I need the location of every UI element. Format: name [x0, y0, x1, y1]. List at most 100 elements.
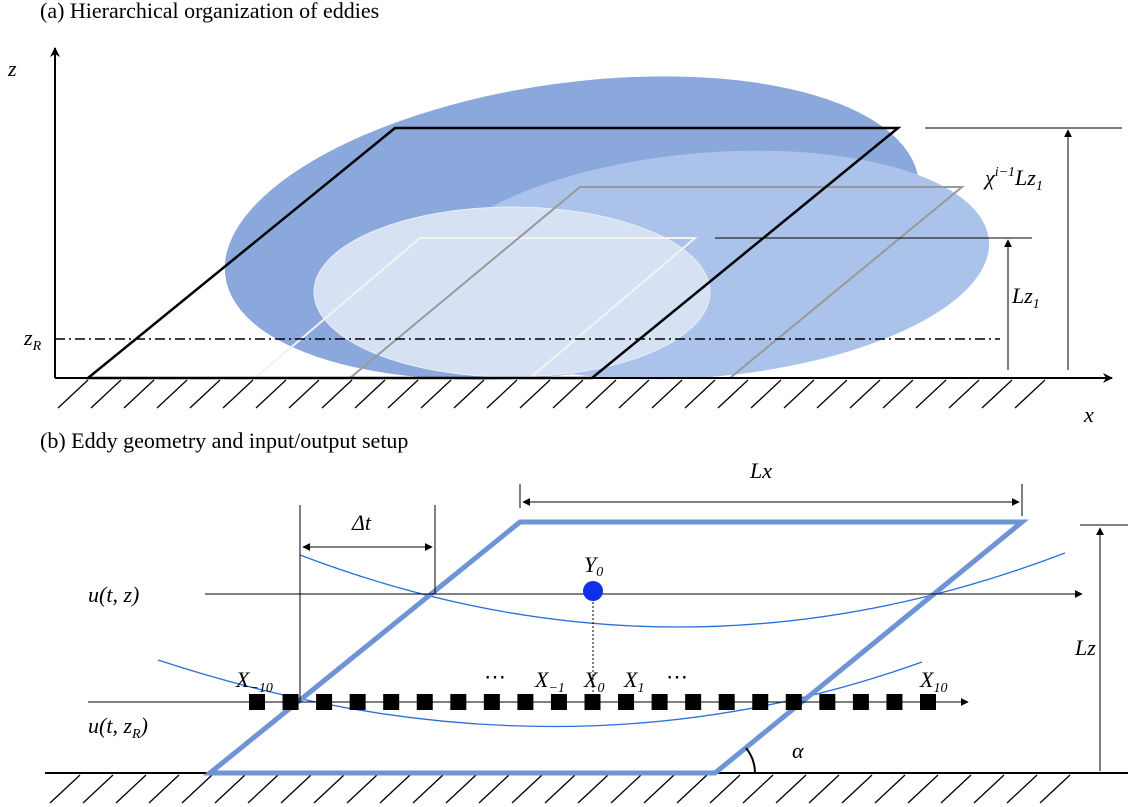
hatch [883, 380, 913, 408]
label: Δt [351, 510, 372, 535]
hatch [718, 380, 748, 408]
input-point [819, 694, 835, 710]
label: X1 [623, 667, 644, 696]
hatch [223, 380, 253, 408]
input-point [719, 694, 735, 710]
label: Lz [1074, 635, 1096, 660]
hatch [743, 775, 773, 803]
input-point [283, 694, 299, 710]
ground-hatch [50, 775, 1070, 803]
hatch [619, 380, 649, 408]
hatch [256, 380, 286, 408]
input-point [316, 694, 332, 710]
hatch [809, 775, 839, 803]
input-point [618, 694, 634, 710]
hatch [553, 380, 583, 408]
hatch [611, 775, 641, 803]
hatch [916, 380, 946, 408]
input-point [484, 694, 500, 710]
hatch [875, 775, 905, 803]
hatch [248, 775, 278, 803]
hatch [182, 775, 212, 803]
input-point [652, 694, 668, 710]
eddy-outline [210, 522, 1022, 773]
hatch [149, 775, 179, 803]
small-eddy [314, 207, 710, 377]
hatch [215, 775, 245, 803]
axis-label: z [7, 56, 17, 81]
hatch [190, 380, 220, 408]
hatch [380, 775, 410, 803]
hatch [91, 380, 121, 408]
input-point [685, 694, 701, 710]
label: Y0 [584, 552, 603, 580]
hatch [289, 380, 319, 408]
hatch [677, 775, 707, 803]
hatch [842, 775, 872, 803]
axis-label: x [1083, 402, 1094, 427]
hatch [982, 380, 1012, 408]
input-point [450, 694, 466, 710]
ground-hatch [58, 380, 1045, 408]
input-point [786, 694, 802, 710]
eddy-curve [300, 553, 1065, 627]
hatch [355, 380, 385, 408]
hatch [322, 380, 352, 408]
hatch [520, 380, 550, 408]
hatch [941, 775, 971, 803]
input-point [517, 694, 533, 710]
label: zR [23, 325, 42, 354]
label: Lx [749, 458, 772, 483]
label: X0 [583, 667, 604, 696]
input-point [350, 694, 366, 710]
hatch [1007, 775, 1037, 803]
label: X−10 [235, 667, 273, 696]
hatch [685, 380, 715, 408]
hatch [1040, 775, 1070, 803]
hatch [314, 775, 344, 803]
hatch [454, 380, 484, 408]
hatch [817, 380, 847, 408]
input-point [752, 694, 768, 710]
label: χi−1Lz1 [983, 165, 1043, 194]
hatch [949, 380, 979, 408]
hatch [124, 380, 154, 408]
hatch [1015, 380, 1045, 408]
output-point [583, 581, 603, 601]
hatch [83, 775, 113, 803]
input-point [886, 694, 902, 710]
hatch [421, 380, 451, 408]
input-points [249, 694, 936, 710]
hatch [586, 380, 616, 408]
hatch [446, 775, 476, 803]
hatch [751, 380, 781, 408]
hatch [50, 775, 80, 803]
hatch [784, 380, 814, 408]
panel-b: (b) Eddy geometry and input/output setup… [40, 428, 1128, 803]
input-point [383, 694, 399, 710]
label: X10 [919, 667, 947, 696]
hatch [413, 775, 443, 803]
input-point [585, 694, 601, 710]
panel-title: (a) Hierarchical organization of eddies [40, 0, 379, 23]
input-point [249, 694, 265, 710]
input-point [853, 694, 869, 710]
hatch [116, 775, 146, 803]
hatch [281, 775, 311, 803]
label: Lz1 [1011, 283, 1040, 312]
hatch [487, 380, 517, 408]
hatch [479, 775, 509, 803]
hatch [512, 775, 542, 803]
input-point [551, 694, 567, 710]
hatch [578, 775, 608, 803]
label: u(t, z) [88, 582, 139, 607]
angle-arc [746, 748, 755, 773]
input-point [417, 694, 433, 710]
hatch [58, 380, 88, 408]
hatch [157, 380, 187, 408]
hatch [388, 380, 418, 408]
hatch [347, 775, 377, 803]
diagram: (a) Hierarchical organization of eddies … [0, 0, 1128, 807]
hatch [644, 775, 674, 803]
hatch [776, 775, 806, 803]
